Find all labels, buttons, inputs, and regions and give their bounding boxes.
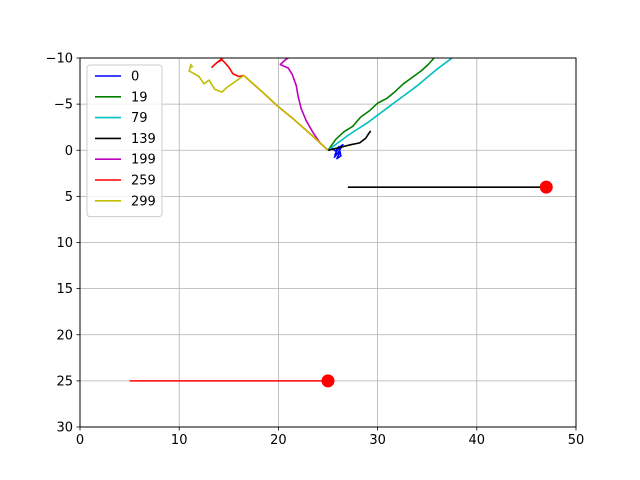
x-tick-label: 30 xyxy=(369,433,386,448)
y-tick-label: 25 xyxy=(56,374,73,389)
goal-marker-0 xyxy=(539,180,553,194)
legend-label: 259 xyxy=(131,174,156,189)
y-tick-label: 0 xyxy=(65,144,73,159)
y-tick-label: 10 xyxy=(56,236,73,251)
legend-box xyxy=(86,64,163,218)
x-tick-label: 40 xyxy=(469,433,486,448)
x-tick-label: 10 xyxy=(171,433,188,448)
goal-marker-1 xyxy=(321,374,335,388)
legend-label: 299 xyxy=(131,194,156,209)
y-tick-label: 5 xyxy=(65,190,73,205)
legend: 0 19 79 139 199 259 299 xyxy=(86,64,163,218)
x-axis: 0 10 20 30 40 50 xyxy=(76,427,584,448)
y-tick-label: 20 xyxy=(56,328,73,343)
y-tick-label: −10 xyxy=(46,52,73,67)
plot-area xyxy=(129,58,547,382)
legend-label: 0 xyxy=(131,70,139,85)
y-tick-label: 30 xyxy=(56,421,73,436)
legend-label: 199 xyxy=(131,153,156,168)
x-tick-label: 20 xyxy=(270,433,287,448)
series-line-139 xyxy=(327,130,372,152)
y-axis: −10 −5 0 5 10 15 20 25 30 xyxy=(46,52,80,436)
y-tick-label: −5 xyxy=(54,98,73,113)
series-line-79 xyxy=(327,58,453,151)
legend-label: 139 xyxy=(131,132,156,147)
series-line-299 xyxy=(188,63,329,151)
y-tick-label: 15 xyxy=(56,282,73,297)
x-tick-label: 50 xyxy=(568,433,585,448)
markers xyxy=(321,180,553,388)
series-line-19 xyxy=(327,58,435,151)
legend-label: 79 xyxy=(131,111,148,126)
series-line-199 xyxy=(279,58,329,151)
x-tick-label: 0 xyxy=(76,433,84,448)
legend-label: 19 xyxy=(131,90,148,105)
